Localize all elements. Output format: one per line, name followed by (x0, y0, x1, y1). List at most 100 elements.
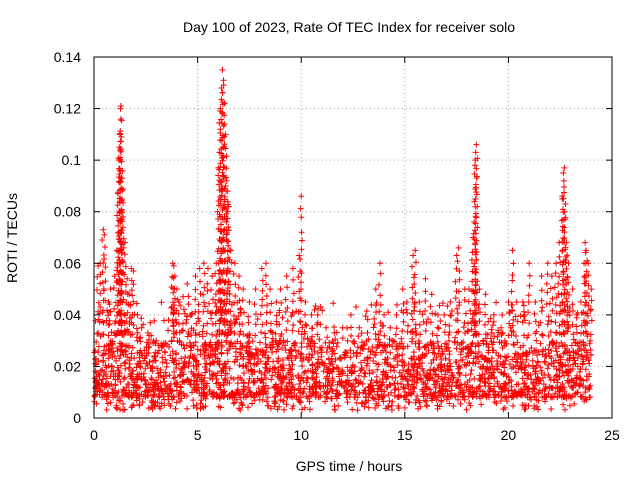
data-point (560, 234, 567, 241)
data-point (472, 269, 479, 276)
data-point (490, 347, 497, 354)
data-point (264, 302, 271, 309)
data-point (538, 308, 545, 315)
data-point (422, 275, 429, 282)
data-point (400, 384, 407, 391)
data-marks (91, 66, 595, 414)
data-point (533, 337, 540, 344)
data-point (453, 345, 460, 352)
data-point (102, 243, 109, 250)
data-point (467, 307, 474, 314)
data-point (117, 406, 124, 413)
data-point (472, 213, 479, 220)
data-point (129, 292, 136, 299)
data-point (284, 284, 291, 291)
data-point (129, 331, 136, 338)
data-point (148, 365, 155, 372)
data-point (302, 311, 308, 318)
data-point (283, 374, 290, 381)
data-point (103, 375, 110, 382)
data-point (298, 193, 305, 200)
data-point (511, 342, 518, 349)
data-point (262, 334, 269, 341)
data-point (370, 324, 377, 331)
data-point (427, 303, 434, 310)
data-point (400, 359, 407, 366)
data-point (447, 312, 454, 319)
data-point (375, 402, 382, 409)
data-point (546, 300, 553, 307)
data-point (317, 385, 324, 392)
data-point (158, 299, 165, 306)
data-point (102, 297, 109, 304)
data-point (364, 360, 371, 367)
data-point (262, 260, 269, 267)
data-point (166, 372, 173, 379)
data-point (292, 347, 299, 354)
data-point (435, 373, 442, 380)
data-point (419, 365, 426, 372)
data-point (235, 284, 242, 291)
data-point (384, 361, 391, 368)
data-point (526, 282, 533, 289)
data-point (257, 339, 264, 346)
data-point (428, 291, 435, 298)
data-point (544, 365, 551, 372)
data-point (465, 320, 472, 327)
data-point (319, 359, 326, 366)
data-point (555, 366, 562, 373)
data-point (245, 379, 252, 386)
data-point (415, 344, 422, 351)
data-point (354, 349, 361, 356)
data-point (467, 402, 474, 409)
data-point (115, 397, 122, 404)
data-point (541, 387, 548, 394)
data-point (540, 381, 547, 388)
data-point (215, 172, 222, 179)
data-point (274, 343, 281, 350)
data-point (232, 292, 239, 299)
data-point (254, 360, 261, 367)
data-point (292, 339, 299, 346)
data-point (574, 389, 581, 396)
data-point (236, 362, 243, 369)
data-point (422, 397, 429, 404)
data-point (538, 297, 545, 304)
data-point (462, 372, 469, 379)
data-point (586, 371, 593, 378)
y-tick-label: 0.06 (54, 255, 81, 271)
data-point (417, 331, 424, 338)
data-point (552, 390, 559, 397)
data-point (357, 367, 364, 374)
data-point (433, 332, 440, 339)
data-point (234, 380, 241, 387)
data-point (429, 310, 436, 317)
data-point (114, 347, 121, 354)
x-tick-label: 20 (501, 427, 517, 443)
data-point (149, 406, 156, 413)
data-point (446, 329, 453, 336)
data-point (469, 360, 476, 367)
data-point (112, 381, 119, 388)
data-point (267, 286, 274, 293)
data-point (353, 303, 360, 310)
data-point (412, 289, 419, 296)
data-point (299, 363, 306, 370)
data-point (409, 263, 416, 270)
data-point (571, 357, 578, 364)
data-point (224, 358, 231, 365)
data-point (206, 300, 213, 307)
chart-title: Day 100 of 2023, Rate Of TEC Index for r… (183, 19, 515, 35)
data-point (364, 316, 371, 323)
data-point (120, 375, 127, 382)
x-tick-label: 15 (397, 427, 413, 443)
data-point (134, 329, 141, 336)
data-point (399, 328, 406, 335)
data-point (209, 331, 216, 338)
data-point (262, 272, 269, 279)
data-point (532, 318, 539, 325)
data-point (271, 398, 278, 405)
data-point (192, 286, 199, 293)
data-point (122, 281, 129, 288)
data-point (259, 296, 266, 303)
